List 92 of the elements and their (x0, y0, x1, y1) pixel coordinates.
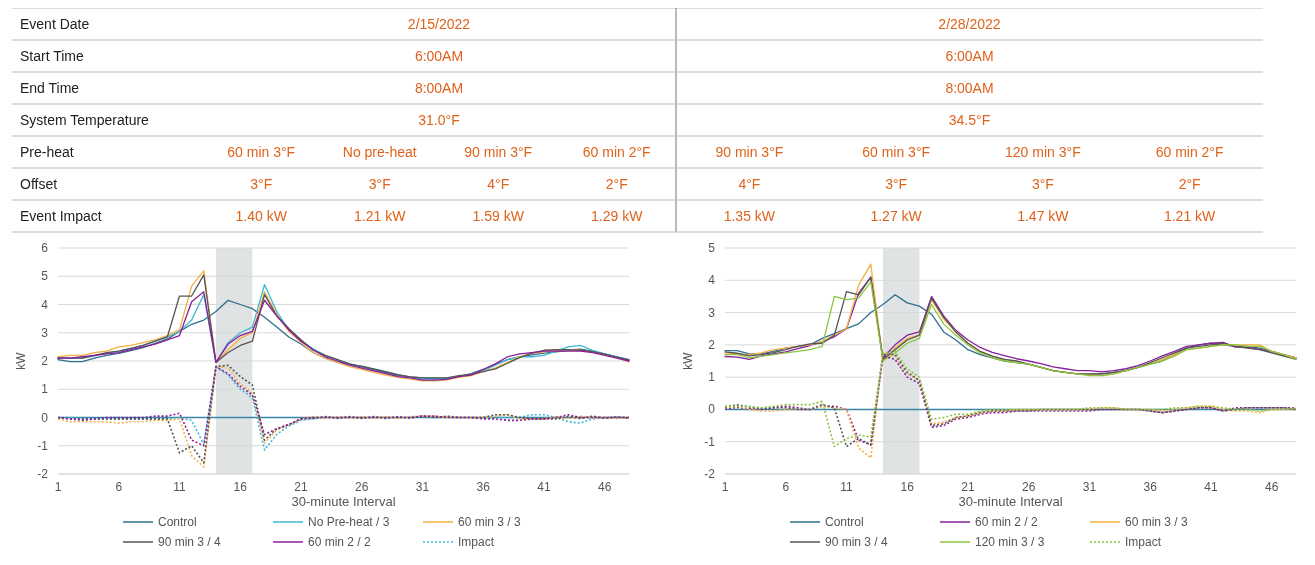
x-tick-label: 21 (294, 480, 308, 494)
legend-label: 60 min 3 / 3 (1125, 515, 1189, 529)
text: 1.27 kW (870, 208, 923, 224)
x-tick-label: 1 (721, 480, 729, 494)
x-tick-label: 26 (1022, 480, 1036, 494)
text: Start Time (20, 48, 85, 64)
y-tick-label: 1 (708, 370, 716, 385)
text: End Time (20, 80, 80, 96)
legend-label: 120 min 3 / 3 (975, 535, 1045, 549)
text: 60 min 2°F (1155, 144, 1224, 160)
x-tick-label: 31 (1082, 480, 1097, 494)
x-tick-label: 41 (1204, 480, 1218, 494)
legend-label: Impact (458, 535, 495, 549)
y-tick-label: -2 (704, 467, 716, 481)
x-tick-label: 1 (54, 480, 62, 494)
text: 1.21 kW (354, 208, 407, 224)
text: 90 min 3°F (715, 144, 784, 160)
text: System Temperature (20, 112, 150, 128)
x-tick-label: 46 (1265, 480, 1279, 494)
y-tick-label: 1 (41, 382, 49, 397)
legend-label: Control (825, 515, 864, 529)
text: 8:00AM (945, 80, 994, 96)
y-tick-label: 4 (708, 273, 716, 288)
x-tick-label: 6 (782, 480, 790, 494)
x-tick-label: 41 (537, 480, 551, 494)
text: Event Impact (20, 208, 102, 224)
x-tick-label: 31 (415, 480, 430, 494)
y-tick-label: -1 (704, 434, 716, 449)
y-tick-label: 2 (708, 337, 716, 352)
x-axis-title: 30-minute Interval (958, 494, 1063, 509)
text: 2°F (605, 176, 628, 192)
text: 6:00AM (945, 48, 994, 64)
x-tick-label: 11 (173, 480, 187, 494)
x-tick-label: 6 (115, 480, 123, 494)
text: No pre-heat (342, 144, 417, 160)
x-axis-title: 30-minute Interval (291, 494, 396, 509)
y-tick-label: 6 (41, 241, 49, 255)
text: 3°F (1031, 176, 1054, 192)
text: 31.0°F (418, 112, 460, 128)
text: 1.21 kW (1163, 208, 1217, 224)
text: 4°F (738, 176, 761, 192)
text: 3°F (885, 176, 908, 192)
x-tick-label: 36 (476, 480, 491, 494)
y-tick-label: 2 (41, 354, 49, 368)
legend-label: No Pre-heat / 3 (308, 515, 390, 529)
text: 6:00AM (414, 48, 464, 64)
y-axis-title: kW (14, 351, 28, 370)
text: 120 min 3°F (1005, 144, 1081, 160)
legend-label: 90 min 3 / 4 (825, 535, 889, 549)
legend-label: Control (158, 515, 197, 529)
y-tick-label: 4 (41, 297, 49, 312)
text: 2°F (1178, 176, 1201, 192)
x-tick-label: 11 (840, 480, 854, 494)
x-tick-label: 46 (598, 480, 612, 494)
x-tick-label: 16 (900, 480, 915, 494)
text: 60 min 3°F (862, 144, 931, 160)
y-tick-label: 0 (708, 402, 716, 417)
x-tick-label: 26 (355, 480, 369, 494)
text: 4°F (487, 176, 510, 192)
text: 90 min 3°F (464, 144, 533, 160)
y-tick-label: -1 (37, 438, 49, 453)
text: 60 min 3°F (227, 144, 296, 160)
text: 3°F (250, 176, 273, 192)
y-tick-label: 5 (41, 269, 49, 284)
legend-label: 60 min 3 / 3 (458, 515, 522, 529)
legend-label: 90 min 3 / 4 (158, 535, 222, 549)
y-tick-label: 5 (708, 241, 716, 255)
legend-label: 60 min 2 / 2 (975, 515, 1039, 529)
y-axis-title: kW (681, 351, 695, 370)
text: 1.29 kW (591, 208, 644, 224)
text: 1.35 kW (723, 208, 776, 224)
x-tick-label: 36 (1143, 480, 1158, 494)
text: 1.40 kW (235, 208, 288, 224)
text: Pre-heat (20, 144, 74, 160)
x-tick-label: 16 (233, 480, 248, 494)
text: 34.5°F (948, 112, 991, 128)
text: 1.59 kW (472, 208, 525, 224)
y-tick-label: 3 (708, 305, 716, 320)
y-tick-label: 3 (41, 325, 49, 340)
text: Offset (20, 176, 58, 192)
legend-label: 60 min 2 / 2 (308, 535, 372, 549)
text: 2/15/2022 (407, 16, 471, 32)
text: 8:00AM (414, 80, 464, 96)
text: 1.47 kW (1017, 208, 1070, 224)
y-tick-label: -2 (37, 467, 49, 481)
x-tick-label: 21 (961, 480, 975, 494)
text: 60 min 2°F (582, 144, 651, 160)
text: Event Date (20, 16, 90, 32)
legend-label: Impact (1125, 535, 1162, 549)
text: 3°F (368, 176, 391, 192)
y-tick-label: 0 (41, 410, 49, 425)
text: 2/28/2022 (938, 16, 1001, 32)
